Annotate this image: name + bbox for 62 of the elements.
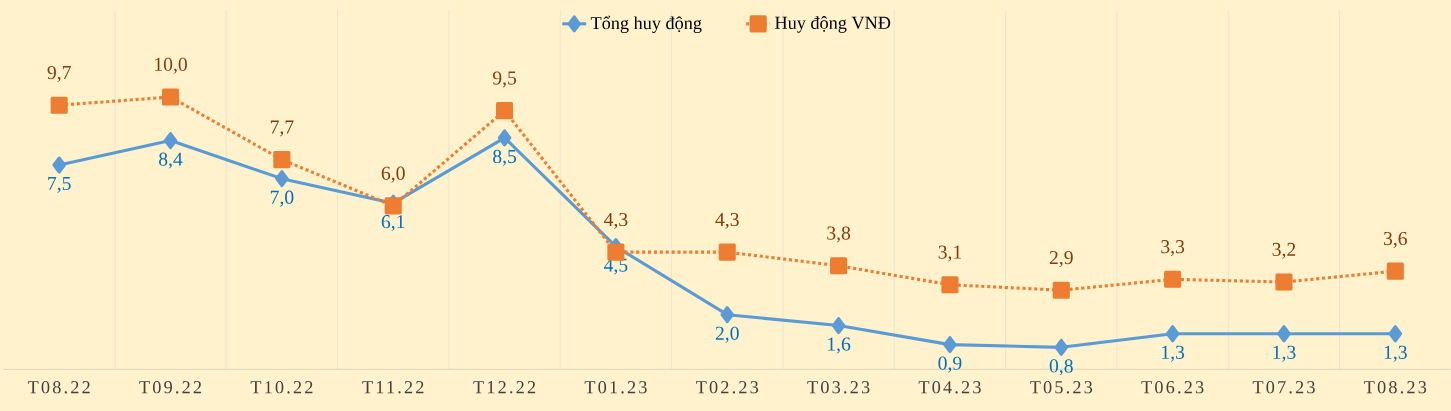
x-tick-label: T08.23 (1364, 381, 1427, 394)
point (1165, 325, 1180, 343)
x-tick-label: T09.22 (139, 381, 202, 394)
x-tick-label: T01.23 (584, 381, 647, 394)
data-label: 2,0 (715, 326, 739, 343)
point (1388, 325, 1403, 343)
data-label: 2,9 (1049, 251, 1073, 268)
legend-label: Huy động VNĐ (775, 16, 891, 33)
point (1275, 273, 1293, 291)
legend-label: Tổng huy động (590, 15, 702, 34)
point (161, 88, 180, 106)
x-tick-label: T05.23 (1030, 381, 1093, 394)
data-label: 1,6 (828, 337, 851, 354)
data-label: 1,3 (1273, 345, 1296, 362)
x-tick-label: T04.23 (918, 381, 981, 394)
point (1052, 281, 1070, 299)
x-tick-label: T07.23 (1252, 381, 1315, 394)
point (163, 132, 178, 150)
data-label: 4,3 (715, 212, 739, 229)
point (1277, 325, 1291, 343)
point (496, 102, 514, 120)
point (1386, 262, 1404, 280)
point (50, 96, 68, 114)
point (497, 129, 512, 147)
point (1054, 338, 1069, 356)
data-label: 3,3 (1161, 240, 1185, 257)
point (718, 243, 736, 261)
data-label: 1,3 (1162, 345, 1185, 362)
data-label: 1,3 (1384, 345, 1407, 362)
point (1164, 270, 1182, 288)
point (52, 156, 66, 174)
data-label: 0,8 (1049, 359, 1073, 376)
point (830, 257, 848, 275)
data-label: 8,4 (159, 152, 183, 169)
point (273, 151, 291, 169)
x-tick-label: T10.22 (250, 381, 313, 394)
x-tick-label: T08.22 (27, 381, 90, 394)
data-label: 3,8 (827, 226, 851, 243)
data-label: 8,5 (493, 149, 517, 166)
data-label: 6,0 (381, 166, 405, 183)
point (831, 317, 846, 335)
data-label: 7,5 (48, 177, 71, 193)
data-label: 7,7 (270, 120, 294, 137)
data-label: 3,2 (1272, 242, 1296, 259)
data-label: 4,3 (604, 212, 628, 229)
point (720, 306, 735, 324)
data-label: 3,1 (938, 245, 962, 262)
data-label: 7,0 (270, 190, 294, 207)
data-label: 9,5 (492, 71, 517, 88)
point (941, 276, 959, 294)
data-label: 9,7 (47, 65, 71, 83)
x-tick-label: T03.23 (807, 381, 870, 394)
point (943, 336, 957, 354)
x-tick-label: T12.22 (473, 381, 536, 394)
x-tick-label: T11.22 (362, 381, 424, 394)
data-label: 0,9 (938, 356, 962, 373)
point (275, 170, 289, 188)
data-label: 3,6 (1383, 231, 1408, 248)
x-tick-label: T06.23 (1141, 381, 1204, 394)
data-label: 10,0 (155, 57, 187, 74)
x-tick-label: T02.23 (696, 381, 759, 394)
data-label: 6,1 (381, 215, 405, 232)
